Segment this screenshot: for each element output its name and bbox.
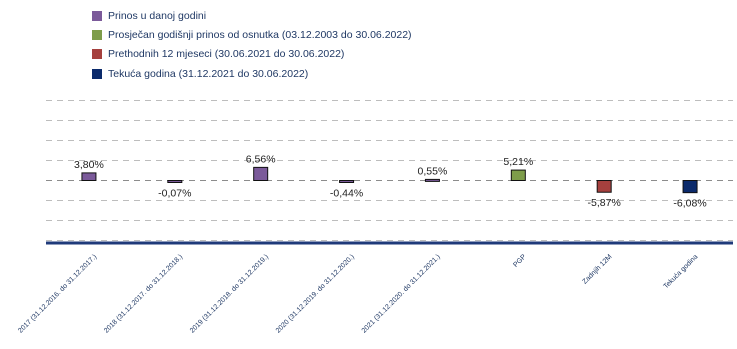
data-label: -0,07%: [158, 188, 191, 200]
legend-label: Prinos u danoj godini: [108, 9, 207, 22]
legend-item: Prethodnih 12 mjeseci (30.06.2021 do 30.…: [92, 45, 412, 64]
x-tick-label: 2017 (31.12.2016. do 31.12.2017.): [17, 253, 98, 334]
data-label: 3,80%: [74, 159, 104, 171]
legend-item: Prosječan godišnji prinos od osnutka (03…: [92, 25, 412, 44]
x-tick-label: 2020 (31.12.2019. do 31.12.2020.): [275, 253, 356, 334]
legend-item: Tekuća godina (31.12.2021 do 30.06.2022): [92, 64, 412, 83]
x-tick-label: 2019 (31.12.2018. do 31.12.2019.): [189, 253, 270, 334]
bar: [167, 180, 183, 183]
x-tick-label: 2021 (31.12.2020. do 31.12.2021.): [361, 253, 442, 334]
data-label: 0,55%: [418, 165, 448, 177]
legend-swatch: [92, 10, 102, 21]
data-label: 5,21%: [503, 156, 533, 168]
bar: [682, 180, 698, 194]
x-tick-label: Tekuća godina: [663, 253, 700, 290]
legend-item: Prinos u danoj godini: [92, 6, 412, 25]
x-tick-label: PGP: [512, 253, 528, 269]
data-label: -6,08%: [673, 198, 706, 210]
bar: [510, 169, 526, 182]
chart-legend: Prinos u danoj godini Prosječan godišnji…: [92, 6, 412, 83]
legend-label: Prosječan godišnji prinos od osnutka (03…: [108, 28, 412, 41]
legend-swatch: [92, 29, 102, 40]
x-tick-label: 2018 (31.12.2017. do 31.12.2018.): [103, 253, 184, 334]
legend-swatch: [92, 49, 102, 60]
data-label: -0,44%: [330, 188, 363, 200]
legend-swatch: [92, 68, 102, 79]
x-tick-label: Zadnjih 12M: [581, 253, 613, 285]
legend-label: Tekuća godina (31.12.2021 do 30.06.2022): [108, 67, 309, 80]
data-label: -5,87%: [588, 197, 621, 209]
bar: [424, 178, 440, 182]
bar: [81, 172, 97, 181]
bar: [253, 166, 269, 182]
bar: [339, 180, 355, 183]
data-label: 6,56%: [246, 153, 276, 165]
legend-label: Prethodnih 12 mjeseci (30.06.2021 do 30.…: [108, 48, 345, 61]
bar: [596, 180, 612, 193]
